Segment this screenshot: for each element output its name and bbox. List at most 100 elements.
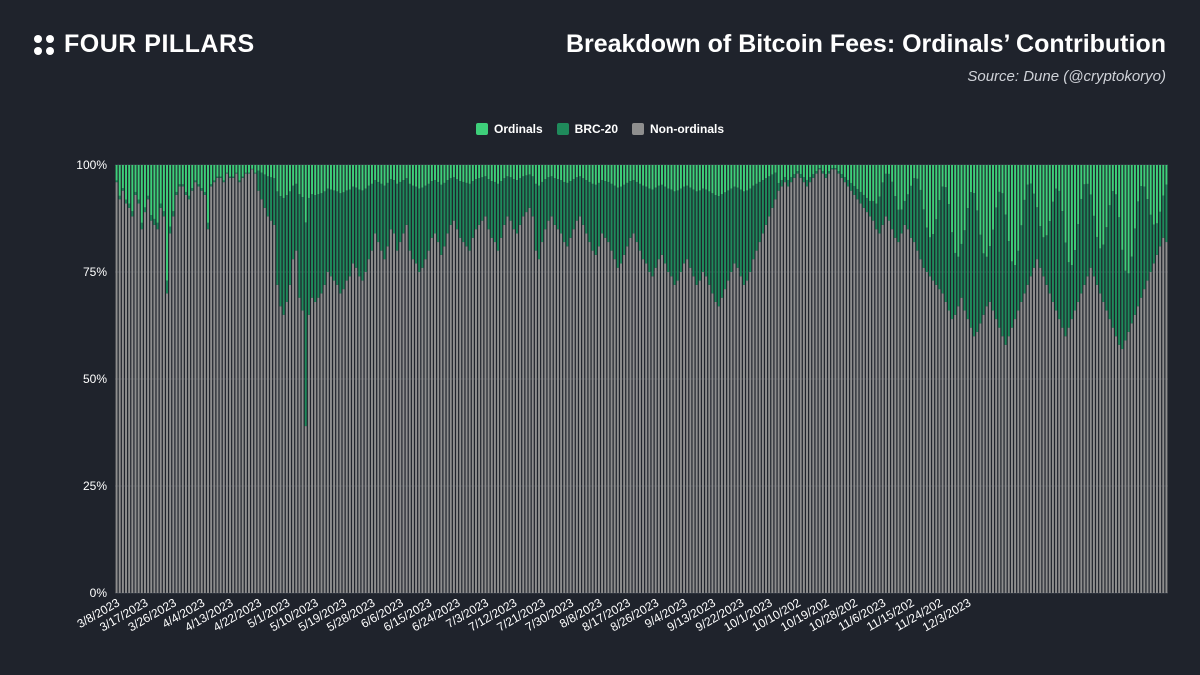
bar-ordinals <box>657 165 660 186</box>
bar-ordinals <box>881 165 884 183</box>
bar-ordinals <box>714 165 717 196</box>
bar-ordinals <box>594 165 597 185</box>
bar-non-ordinals <box>591 250 594 593</box>
bar-ordinals <box>181 165 184 185</box>
bar-non-ordinals <box>676 280 679 593</box>
bar-brc20 <box>821 170 824 174</box>
bar-ordinals <box>178 165 181 185</box>
bar-ordinals <box>711 165 714 194</box>
bar-non-ordinals <box>553 224 556 594</box>
bar-ordinals <box>1118 165 1121 218</box>
bar-non-ordinals <box>856 199 859 594</box>
bar-ordinals <box>903 165 906 201</box>
bar-non-ordinals <box>525 212 528 593</box>
bar-brc20 <box>787 179 790 187</box>
bar-brc20 <box>806 179 808 187</box>
legend-item-non-ordinals: Non-ordinals <box>632 122 724 136</box>
bar-ordinals <box>270 165 273 178</box>
bar-ordinals <box>891 165 894 182</box>
bar-non-ordinals <box>932 280 935 593</box>
bar-ordinals <box>459 165 462 182</box>
bar-non-ordinals <box>437 242 440 594</box>
bar-brc20 <box>1124 270 1127 341</box>
bar-ordinals <box>651 165 654 190</box>
bar-brc20 <box>869 200 872 217</box>
bar-ordinals <box>210 165 213 185</box>
bar-ordinals <box>638 165 641 184</box>
bar-brc20 <box>850 182 853 191</box>
bar-brc20 <box>248 172 250 174</box>
bar-non-ordinals <box>405 224 408 594</box>
bar-non-ordinals <box>802 182 805 593</box>
bar-non-ordinals <box>862 207 865 594</box>
bar-ordinals <box>588 165 591 182</box>
bar-ordinals <box>705 165 708 190</box>
bar-ordinals <box>1133 165 1136 229</box>
bar-brc20 <box>1017 250 1020 311</box>
bar-brc20 <box>503 178 506 225</box>
bar-non-ordinals <box>528 207 531 594</box>
bar-non-ordinals <box>188 199 191 594</box>
bar-non-ordinals <box>1048 293 1051 593</box>
bar-brc20 <box>301 197 304 311</box>
bar-brc20 <box>620 186 622 264</box>
bar-ordinals <box>128 165 131 204</box>
bar-ordinals <box>947 165 950 205</box>
bar-non-ordinals <box>695 284 698 593</box>
bar-ordinals <box>298 165 301 195</box>
bar-non-ordinals <box>613 259 616 593</box>
bar-brc20 <box>377 181 380 243</box>
bar-ordinals <box>689 165 692 188</box>
bar-ordinals <box>342 165 345 193</box>
bar-brc20 <box>916 178 919 251</box>
bar-ordinals <box>1162 165 1165 196</box>
bar-non-ordinals <box>806 186 808 593</box>
bar-ordinals <box>345 165 348 191</box>
bar-non-ordinals <box>982 314 985 593</box>
bar-brc20 <box>1010 261 1013 328</box>
bar-ordinals <box>506 165 509 177</box>
bar-non-ordinals <box>626 246 629 593</box>
bar-brc20 <box>506 176 509 217</box>
bar-non-ordinals <box>765 224 768 594</box>
bar-brc20 <box>1064 242 1067 337</box>
bar-non-ordinals <box>352 263 355 593</box>
bar-ordinals <box>661 165 663 185</box>
bar-brc20 <box>288 191 291 285</box>
bar-ordinals <box>515 165 518 181</box>
bar-non-ordinals <box>572 229 575 593</box>
bar-brc20 <box>928 237 931 277</box>
bar-brc20 <box>1070 265 1073 320</box>
bar-ordinals <box>664 165 667 187</box>
bar-non-ordinals <box>361 280 364 593</box>
bar-non-ordinals <box>547 220 550 593</box>
bar-non-ordinals <box>872 220 875 593</box>
bar-ordinals <box>475 165 477 180</box>
bar-ordinals <box>225 165 228 173</box>
bar-brc20 <box>1029 183 1032 277</box>
bar-brc20 <box>509 177 512 221</box>
bar-brc20 <box>449 178 452 225</box>
bar-brc20 <box>1048 221 1051 294</box>
bar-ordinals <box>1146 165 1149 200</box>
bar-brc20 <box>802 176 805 183</box>
bar-non-ordinals <box>711 293 714 593</box>
bar-non-ordinals <box>610 250 613 593</box>
bar-ordinals <box>295 165 298 184</box>
bar-non-ordinals <box>828 173 831 593</box>
bar-ordinals <box>954 165 957 253</box>
bar-ordinals <box>184 165 187 192</box>
bar-non-ordinals <box>424 259 427 593</box>
bar-brc20 <box>1058 190 1061 320</box>
bar-brc20 <box>1036 207 1039 260</box>
bar-ordinals <box>818 165 821 168</box>
bar-ordinals <box>493 165 496 182</box>
bar-ordinals <box>241 165 244 177</box>
legend-swatch-ordinals <box>475 123 488 135</box>
bar-ordinals <box>872 165 875 202</box>
bar-ordinals <box>1001 165 1004 194</box>
bar-ordinals <box>982 165 985 254</box>
bar-ordinals <box>544 165 547 180</box>
bar-ordinals <box>134 165 137 192</box>
bar-ordinals <box>973 165 976 194</box>
